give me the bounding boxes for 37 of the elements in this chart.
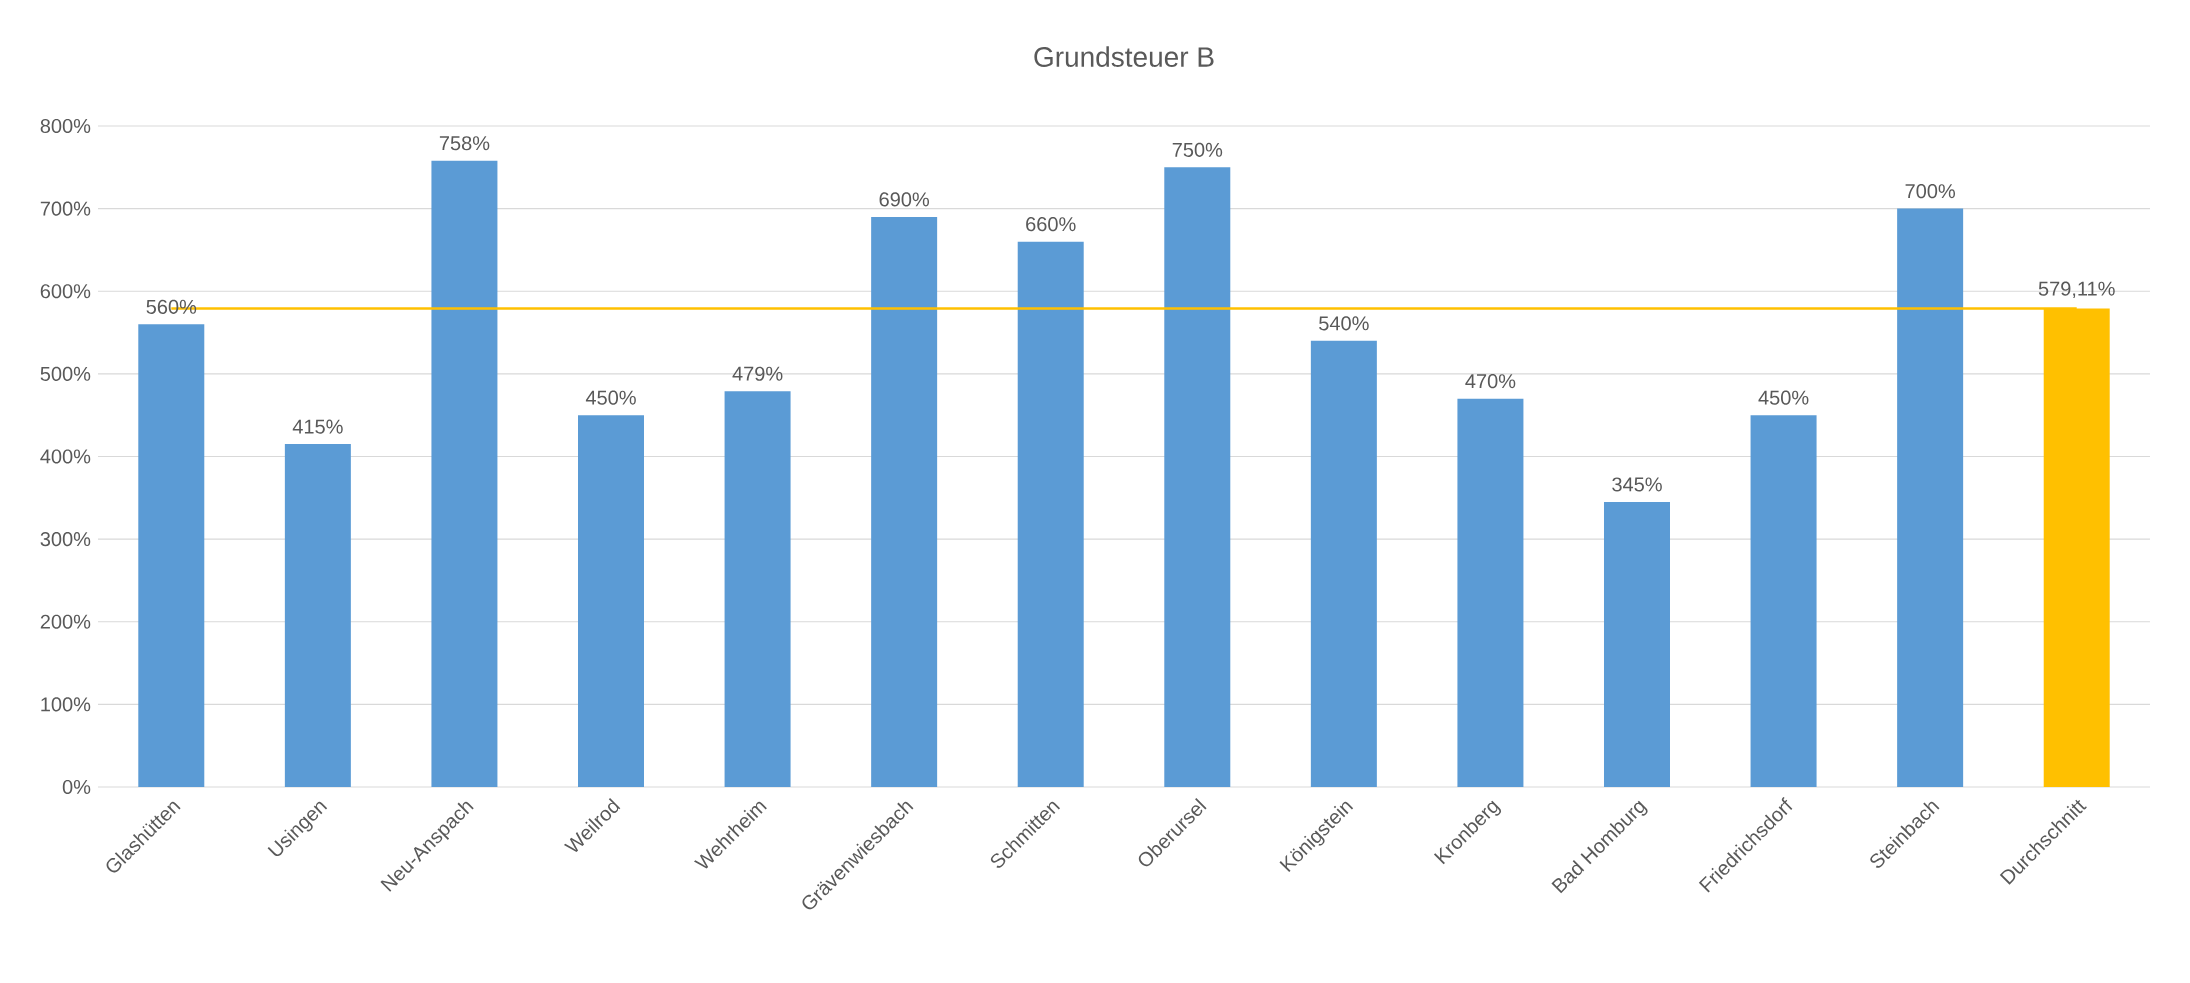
y-tick-label: 200% bbox=[40, 614, 91, 629]
y-tick-label: 400% bbox=[40, 449, 91, 464]
bar bbox=[284, 444, 351, 787]
data-label: 450% bbox=[585, 390, 636, 405]
data-label: 750% bbox=[1172, 142, 1223, 157]
data-label: 415% bbox=[292, 419, 343, 434]
bar bbox=[1310, 340, 1377, 787]
bar bbox=[1750, 415, 1817, 787]
y-tick-label: 500% bbox=[40, 366, 91, 381]
bar bbox=[138, 324, 205, 787]
y-tick-label: 800% bbox=[40, 118, 91, 134]
data-label: 690% bbox=[879, 192, 930, 207]
y-tick-label: 300% bbox=[40, 532, 91, 547]
bar bbox=[431, 160, 498, 787]
bar bbox=[724, 391, 791, 787]
data-label: 479% bbox=[732, 366, 783, 381]
data-label: 579,11% bbox=[2038, 281, 2115, 299]
chart-title: Grundsteuer B bbox=[1034, 46, 1214, 67]
data-label: 450% bbox=[1758, 390, 1809, 405]
y-tick-label: 700% bbox=[40, 201, 91, 216]
data-label: 700% bbox=[1905, 184, 1956, 199]
bar bbox=[1164, 167, 1231, 787]
data-label: 758% bbox=[439, 136, 490, 151]
bar bbox=[578, 415, 644, 787]
data-label: 345% bbox=[1612, 477, 1662, 492]
y-tick-label: 600% bbox=[40, 284, 91, 299]
bar bbox=[871, 216, 938, 787]
data-label: 660% bbox=[1026, 217, 1076, 232]
data-label: 560% bbox=[146, 299, 197, 314]
y-tick-label: 0% bbox=[62, 779, 91, 795]
bar bbox=[1457, 398, 1524, 787]
y-tick-label: 100% bbox=[41, 697, 91, 712]
bar bbox=[1897, 208, 1964, 787]
data-label: 540% bbox=[1319, 316, 1369, 331]
bar bbox=[1604, 501, 1670, 787]
data-label: 470% bbox=[1465, 374, 1516, 389]
bar bbox=[1017, 241, 1084, 787]
